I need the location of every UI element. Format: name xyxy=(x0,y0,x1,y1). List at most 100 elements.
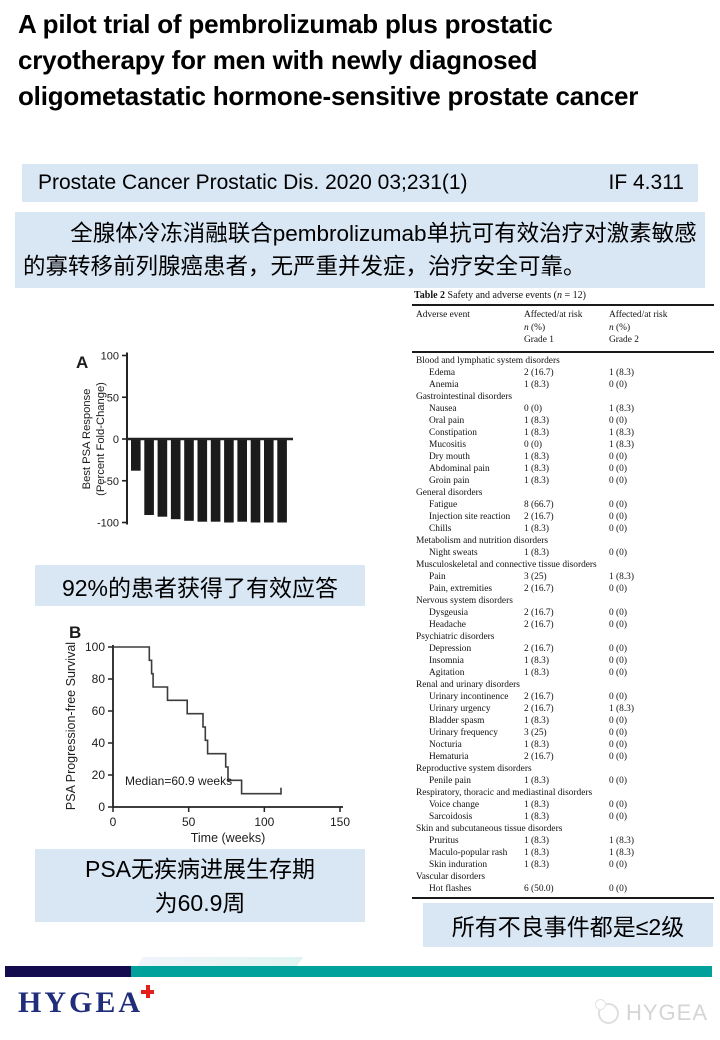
table-category-row: Renal and urinary disorders xyxy=(416,679,520,690)
table-category-row: Gastrointestinal disorders xyxy=(416,391,513,402)
table-category-row: Reproductive system disorders xyxy=(416,763,532,774)
y-tick-label: 40 xyxy=(92,736,106,750)
footer-accent-streak xyxy=(136,957,304,966)
km-chart: B 0 50 100 150 0 20 40 60 80 100 Median=60.9 weeks T… xyxy=(64,623,350,845)
y-axis-label: Best PSA Response xyxy=(81,389,93,490)
y-axis-label: PSA Progression-free Survival xyxy=(64,642,78,810)
table-row: Maculo-popular rash 1 (8.3) 1 (8.3) xyxy=(429,847,634,858)
panel-label-a: A xyxy=(76,353,88,372)
table-row: Hot flashes 6 (50.0) 0 (0) xyxy=(429,883,627,894)
caption-adverse-box: 所有不良事件都是≤2级 xyxy=(423,903,713,947)
waterfall-bar xyxy=(250,439,261,523)
caption-survival-line1: PSA无疾病进展生存期 xyxy=(84,855,316,882)
table-row: Urinary urgency 2 (16.7) 1 (8.3) xyxy=(429,703,634,714)
waterfall-bar xyxy=(197,439,208,522)
summary-box: 全腺体冷冻消融联合pembrolizumab单抗可有效治疗对激素敏感的寡转移前列… xyxy=(15,212,705,288)
footer-bar-teal xyxy=(131,966,712,977)
km-survival-curve xyxy=(113,646,281,795)
y-tick-label: 20 xyxy=(92,768,106,782)
waterfall-bar xyxy=(277,439,287,523)
table-row: Urinary frequency 3 (25) 0 (0) xyxy=(429,727,627,738)
table-category-row: Psychiatric disorders xyxy=(416,631,495,642)
caption-adverse-text: 所有不良事件都是≤2级 xyxy=(451,914,685,940)
y-tick-label: 60 xyxy=(92,704,106,718)
figure-psa-waterfall: A 100 50 0 -50 -100 Best PSA Response (Percent … xyxy=(60,338,350,563)
table-row: Dry mouth 1 (8.3) 0 (0) xyxy=(429,451,627,462)
x-axis-label: Time (weeks) xyxy=(191,831,266,845)
x-tick-label: 50 xyxy=(182,815,196,829)
table-row: Nocturia 1 (8.3) 0 (0) xyxy=(429,739,627,750)
table-row: Nausea 0 (0) 1 (8.3) xyxy=(429,403,634,414)
table-header-cell: Affected/at risk n (%) Grade 2 xyxy=(609,310,668,345)
table-row: Pain, extremities 2 (16.7) 0 (0) xyxy=(429,583,627,594)
table-header: Adverse event Affected/at risk n (%) Grade … xyxy=(412,304,714,353)
table-category-row: Musculoskeletal and connective tissue di… xyxy=(416,559,597,570)
watermark-text: HYGEA xyxy=(626,1000,709,1025)
x-tick-label: 0 xyxy=(110,815,117,829)
y-tick-label: -50 xyxy=(103,476,119,488)
x-tick-label: 150 xyxy=(330,815,350,829)
adverse-events-table: Table 2 Safety and adverse events (n = 1… xyxy=(412,290,714,899)
table-category-row: Skin and subcutaneous tissue disorders xyxy=(416,823,563,834)
table-row: Mucositis 0 (0) 1 (8.3) xyxy=(429,439,634,450)
journal-bar: Prostate Cancer Prostatic Dis. 2020 03;2… xyxy=(22,164,698,202)
table-title-prefix: Table 2 xyxy=(414,290,446,301)
table-row: Bladder spasm 1 (8.3) 0 (0) xyxy=(429,715,627,726)
y-tick-label: 100 xyxy=(85,640,105,654)
median-annotation: Median=60.9 weeks xyxy=(125,774,232,788)
impact-factor: IF 4.311 xyxy=(608,171,685,194)
citation-text: Prostate Cancer Prostatic Dis. 2020 03;2… xyxy=(38,171,468,194)
table-row: Depression 2 (16.7) 0 (0) xyxy=(429,643,627,654)
figure-km-curve: B 0 50 100 150 0 20 40 60 80 100 Median=60.9 weeks T… xyxy=(55,612,380,852)
x-tick-label: 100 xyxy=(254,815,274,829)
table-row: Urinary incontinence 2 (16.7) 0 (0) xyxy=(429,691,627,702)
table-row: Voice change 1 (8.3) 0 (0) xyxy=(429,799,627,810)
hygea-logo: HYGEA xyxy=(18,985,156,1020)
table-row: Pruritus 1 (8.3) 1 (8.3) xyxy=(429,835,634,846)
waterfall-bar xyxy=(131,439,141,471)
waterfall-bar xyxy=(224,439,234,523)
waterfall-bar xyxy=(144,439,154,515)
caption-response-text: 92%的患者获得了有效应答 xyxy=(61,574,339,601)
table-row: Fatigue 8 (66.7) 0 (0) xyxy=(429,499,627,510)
table-row: Penile pain 1 (8.3) 0 (0) xyxy=(429,775,627,786)
table-category-row: Metabolism and nutrition disorders xyxy=(416,535,549,546)
table-row: Insomnia 1 (8.3) 0 (0) xyxy=(429,655,627,666)
waterfall-bar xyxy=(184,439,194,521)
table-title: Table 2 Safety and adverse events (n = 1… xyxy=(414,290,714,301)
logo-plus-icon xyxy=(141,985,155,998)
table-row: Sarcoidosis 1 (8.3) 0 (0) xyxy=(429,811,627,822)
table-row: Abdominal pain 1 (8.3) 0 (0) xyxy=(429,463,627,474)
table-category-row: Respiratory, thoracic and mediastinal di… xyxy=(416,787,593,798)
waterfall-bar xyxy=(170,439,181,520)
panel-label-b: B xyxy=(69,623,81,642)
table-row: Injection site reaction 2 (16.7) 0 (0) xyxy=(429,511,627,522)
table-row: Headache 2 (16.7) 0 (0) xyxy=(429,619,627,630)
waterfall-bar xyxy=(264,439,274,523)
table-body: Blood and lymphatic system disorders Edem… xyxy=(412,353,714,899)
table-row: Night sweats 1 (8.3) 0 (0) xyxy=(429,547,627,558)
table-row: Anemia 1 (8.3) 0 (0) xyxy=(429,379,627,390)
table-row: Pain 3 (25) 1 (8.3) xyxy=(429,571,634,582)
table-row: Hematuria 2 (16.7) 0 (0) xyxy=(429,751,627,762)
summary-text: 全腺体冷冻消融联合pembrolizumab单抗可有效治疗对激素敏感的寡转移前列… xyxy=(23,221,697,279)
y-tick-label: 100 xyxy=(101,351,119,363)
watermark: HYGEA xyxy=(595,998,709,1026)
table-category-row: Nervous system disorders xyxy=(416,595,513,606)
table-row: Chills 1 (8.3) 0 (0) xyxy=(429,523,627,534)
caption-survival-line2: 为60.9周 xyxy=(154,889,246,916)
y-tick-label: 80 xyxy=(92,672,106,686)
table-row: Groin pain 1 (8.3) 0 (0) xyxy=(429,475,627,486)
caption-response-box: 92%的患者获得了有效应答 xyxy=(35,565,365,606)
table-category-row: Blood and lymphatic system disorders xyxy=(416,355,560,366)
table-row: Constipation 1 (8.3) 1 (8.3) xyxy=(429,427,634,438)
y-axis-label: (Percent Fold-Change) xyxy=(95,382,107,496)
watermark-logo-icon xyxy=(595,998,619,1024)
caption-survival-box: PSA无疾病进展生存期 为60.9周 xyxy=(35,849,365,922)
page-title: A pilot trial of pembrolizumab plus pros… xyxy=(18,9,639,111)
hygea-logo-text: HYGEA xyxy=(18,986,144,1019)
table-row: Edema 2 (16.7) 1 (8.3) xyxy=(429,367,634,378)
table-row: Oral pain 1 (8.3) 0 (0) xyxy=(429,415,627,426)
table-title-rest: Safety and adverse events (n = 12) xyxy=(445,290,586,301)
